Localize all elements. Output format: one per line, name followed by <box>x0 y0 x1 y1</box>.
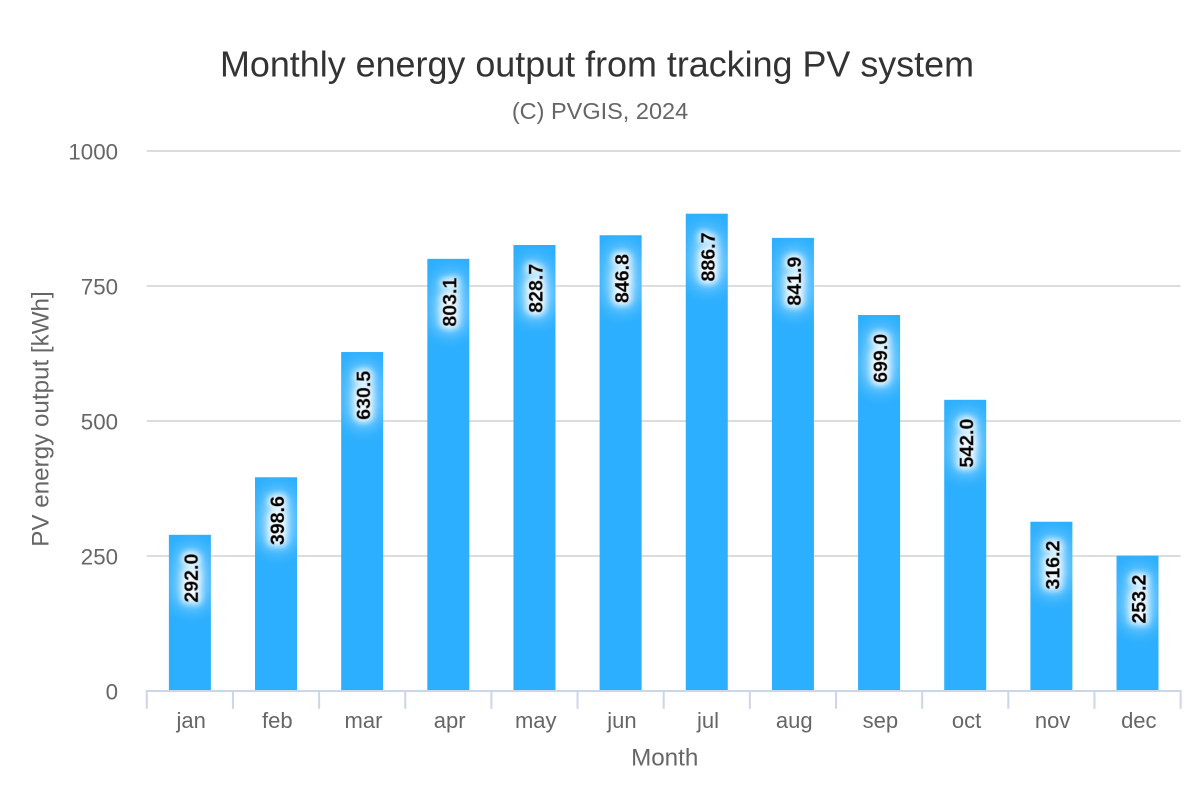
svg-text:316.2: 316.2 <box>1042 540 1064 589</box>
svg-text:oct: oct <box>952 708 981 733</box>
svg-text:699.0: 699.0 <box>870 334 892 383</box>
svg-text:may: may <box>515 708 557 733</box>
svg-text:846.8: 846.8 <box>612 254 634 303</box>
svg-text:250: 250 <box>81 544 118 569</box>
svg-text:253.2: 253.2 <box>1129 574 1151 623</box>
svg-text:1000: 1000 <box>68 139 118 164</box>
svg-text:630.5: 630.5 <box>353 371 375 420</box>
svg-text:dec: dec <box>1121 708 1156 733</box>
svg-text:jan: jan <box>176 708 206 733</box>
svg-text:803.1: 803.1 <box>439 278 461 327</box>
svg-text:886.7: 886.7 <box>698 232 720 281</box>
svg-text:mar: mar <box>345 708 383 733</box>
svg-text:(C) PVGIS, 2024: (C) PVGIS, 2024 <box>512 98 688 124</box>
svg-text:Monthly energy output from tra: Monthly energy output from tracking PV s… <box>220 44 974 84</box>
svg-text:841.9: 841.9 <box>784 257 806 306</box>
svg-text:sep: sep <box>863 708 898 733</box>
svg-text:feb: feb <box>262 708 293 733</box>
svg-text:0: 0 <box>106 679 118 704</box>
svg-text:750: 750 <box>81 274 118 299</box>
svg-text:292.0: 292.0 <box>181 554 203 603</box>
svg-text:398.6: 398.6 <box>267 496 289 545</box>
svg-text:apr: apr <box>434 708 466 733</box>
svg-text:828.7: 828.7 <box>525 264 547 313</box>
svg-text:Month: Month <box>631 745 698 772</box>
svg-text:jun: jun <box>606 708 636 733</box>
svg-text:PV energy output [kWh]: PV energy output [kWh] <box>28 291 55 546</box>
svg-text:542.0: 542.0 <box>956 419 978 468</box>
svg-text:jul: jul <box>696 708 719 733</box>
svg-text:aug: aug <box>776 708 813 733</box>
svg-text:nov: nov <box>1035 708 1070 733</box>
svg-text:500: 500 <box>81 409 118 434</box>
